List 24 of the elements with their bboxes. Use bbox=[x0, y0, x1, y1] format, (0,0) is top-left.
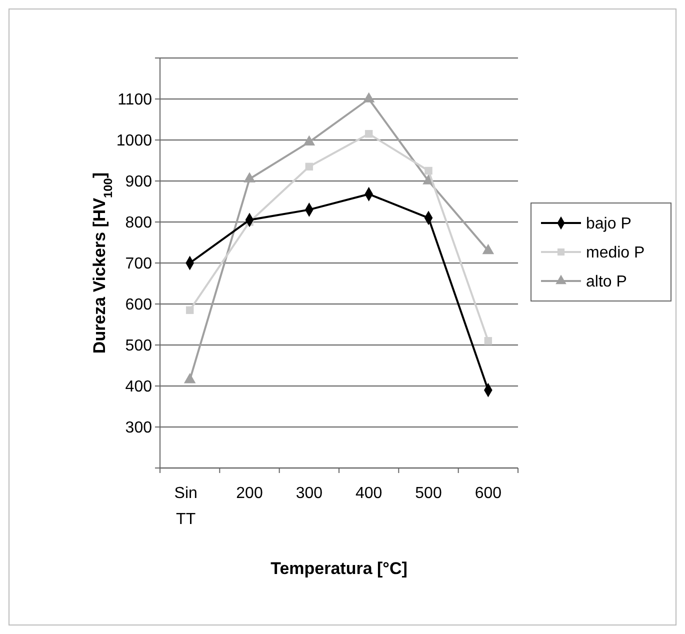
x-tick-label: Sin TT bbox=[174, 485, 198, 528]
y-tick-label: 900 bbox=[125, 174, 152, 191]
y-tick-label: 1000 bbox=[116, 132, 152, 150]
point bbox=[186, 306, 194, 314]
x-tick-label: 200 bbox=[236, 485, 263, 502]
point bbox=[484, 337, 492, 345]
x-tick-label: 500 bbox=[415, 485, 442, 502]
point bbox=[364, 130, 373, 138]
y-tick-label: 400 bbox=[125, 378, 152, 396]
y-tick-label: 700 bbox=[125, 256, 152, 273]
x-axis-title: Temperatura [°C] bbox=[270, 559, 408, 578]
point bbox=[305, 162, 314, 171]
y-tick-label: 800 bbox=[125, 214, 152, 232]
x-tick-label: 600 bbox=[474, 485, 502, 502]
x-tick-label: 300 bbox=[296, 485, 323, 502]
legend-label: bajo P bbox=[586, 216, 632, 233]
legend-label: alto P bbox=[586, 274, 627, 291]
legend-label: medio P bbox=[586, 244, 645, 262]
x-tick-label: 400 bbox=[355, 485, 382, 502]
y-tick-label: 500 bbox=[125, 338, 152, 355]
y-tick-label: 300 bbox=[125, 420, 152, 437]
point bbox=[424, 166, 432, 175]
y-tick-label: 600 bbox=[125, 296, 152, 314]
y-tick-label: 1100 bbox=[118, 92, 152, 109]
